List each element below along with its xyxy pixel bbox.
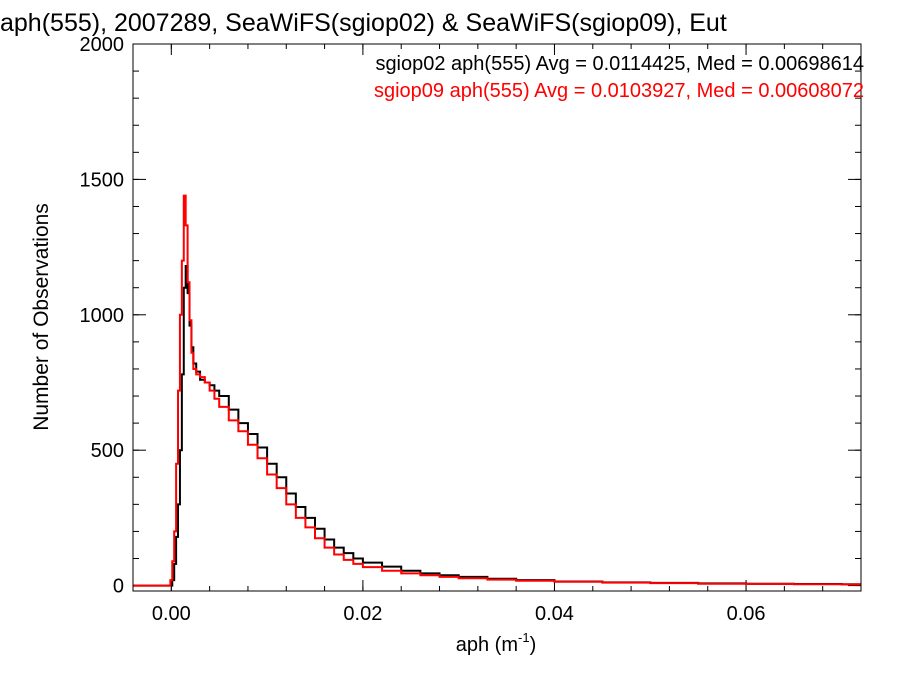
y-tick-label: 0: [113, 576, 124, 598]
x-tick-label: 0.04: [535, 603, 574, 625]
axis-ticks: [132, 43, 862, 591]
y-tick-label: 1000: [80, 305, 125, 327]
legend-annotations: sgiop02 aph(555) Avg = 0.0114425, Med = …: [374, 53, 864, 102]
chart-title: aph(555), 2007289, SeaWiFS(sgiop02) & Se…: [0, 9, 727, 37]
x-axis-label: aph (m-1): [456, 630, 536, 656]
tick-labels: 0.00 0.02 0.04 0.06 0 500 1000 1500 2000: [80, 34, 766, 625]
y-tick-label: 500: [91, 440, 124, 462]
y-axis-label: Number of Observations: [30, 203, 53, 431]
plot-frame: [132, 43, 862, 592]
x-axis-label-base: aph (m: [456, 634, 518, 656]
y-tick-label: 2000: [80, 34, 125, 56]
x-axis-label-close: ): [530, 634, 537, 656]
series-line-sgiop09: [133, 194, 861, 587]
legend-annotation-2: sgiop09 aph(555) Avg = 0.0103927, Med = …: [374, 80, 864, 102]
x-tick-label: 0.06: [727, 603, 766, 625]
x-axis-label-exponent: -1: [518, 630, 530, 645]
y-tick-label: 1500: [80, 169, 125, 191]
series-line-sgiop02: [133, 265, 861, 587]
x-tick-label: 0.00: [152, 603, 191, 625]
legend-annotation-1: sgiop02 aph(555) Avg = 0.0114425, Med = …: [375, 53, 864, 75]
x-tick-label: 0.02: [343, 603, 382, 625]
data-series: [133, 194, 861, 587]
